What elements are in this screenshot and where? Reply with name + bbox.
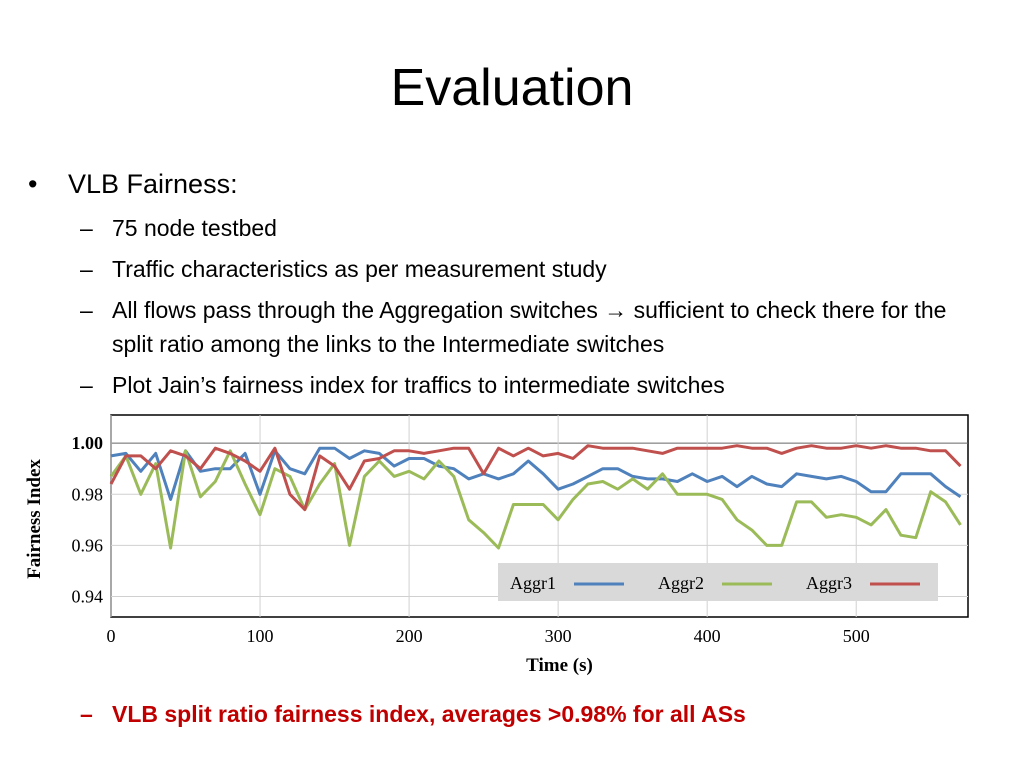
sub-bullet-plot: – Plot Jain’s fairness index for traffics…	[80, 368, 992, 402]
legend-label: Aggr2	[658, 573, 704, 593]
sub-bullet-text: 75 node testbed	[112, 215, 277, 241]
sub-bullet-testbed: –75 node testbed	[80, 211, 992, 245]
sub-bullet-text: Plot Jain’s fairness index for traffics …	[112, 372, 725, 398]
dash-icon: –	[80, 297, 93, 323]
legend-label: Aggr1	[510, 573, 556, 593]
y-tick-label: 0.94	[72, 587, 104, 607]
fairness-line-chart: 0.94 0.96 0.98 1.00 0 100 200 300 400 500 Aggr1 Agg…	[24, 414, 969, 676]
x-tick-label: 200	[396, 626, 423, 646]
x-tick-label: 0	[107, 626, 116, 646]
x-tick-label: 500	[843, 626, 870, 646]
sub-bullet-text: Traffic characteristics as per measureme…	[112, 256, 607, 282]
bullet-vlb-fairness: • VLB Fairness:	[28, 168, 238, 200]
dash-icon: –	[80, 701, 93, 727]
bullet-label: VLB Fairness:	[68, 169, 238, 199]
y-tick-label: 0.96	[72, 535, 104, 555]
sub-bullet-text-continued: sufficient to check there for the split …	[112, 297, 947, 357]
sub-bullet-text: All flows pass through the Aggregation s…	[112, 297, 598, 323]
sub-bullet-traffic: – Traffic characteristics as per measurem…	[80, 252, 992, 286]
x-tick-label: 300	[545, 626, 572, 646]
dash-icon: –	[80, 215, 93, 241]
legend-label: Aggr3	[806, 573, 852, 593]
bullet-dot-icon: •	[28, 169, 38, 199]
sub-bullet-conclusion: – VLB split ratio fairness index, average…	[80, 697, 992, 731]
x-axis-title: Time (s)	[526, 655, 593, 676]
conclusion-text: VLB split ratio fairness index, averages…	[112, 701, 746, 727]
x-tick-label: 400	[694, 626, 721, 646]
arrow-right-icon: →	[604, 297, 628, 323]
x-tick-label: 100	[247, 626, 274, 646]
dash-icon: –	[80, 256, 93, 282]
series-line-aggr2	[109, 449, 962, 550]
slide-title: Evaluation	[390, 59, 634, 117]
legend-box	[498, 563, 938, 601]
series-line-aggr1	[110, 446, 962, 501]
sub-bullet-flows: – All flows pass through the Aggregation …	[80, 293, 992, 361]
y-tick-label: 0.98	[72, 484, 104, 504]
y-axis-title: Fairness Index	[24, 459, 45, 579]
series-line-aggr3	[109, 444, 962, 512]
y-tick-label: 1.00	[72, 433, 104, 453]
dash-icon: –	[80, 372, 93, 398]
